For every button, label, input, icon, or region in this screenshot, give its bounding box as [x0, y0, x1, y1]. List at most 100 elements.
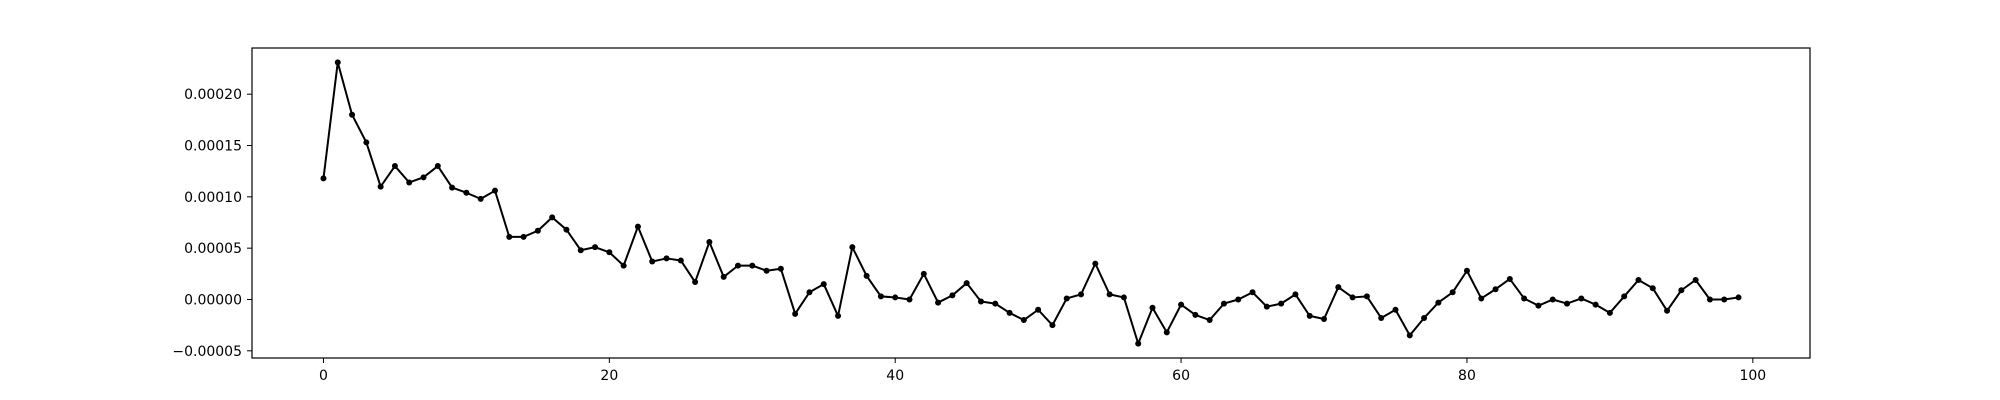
data-point [520, 233, 527, 240]
data-point [1078, 291, 1085, 298]
data-point [649, 258, 656, 265]
data-point [1492, 286, 1499, 293]
y-tick-label: −0.00005 [172, 344, 242, 360]
data-point [1035, 306, 1042, 313]
data-point [835, 312, 842, 319]
data-point [1706, 296, 1713, 303]
data-point [677, 257, 684, 264]
data-point [892, 294, 899, 301]
plot-area-frame [251, 47, 1811, 359]
data-point [449, 184, 456, 191]
data-point [792, 310, 799, 317]
x-tick-label: 0 [319, 368, 328, 384]
data-point [692, 279, 699, 286]
data-point [549, 214, 556, 221]
data-point [563, 226, 570, 233]
data-point [1235, 296, 1242, 303]
data-point [1735, 294, 1742, 301]
data-point [1206, 317, 1213, 324]
data-point [763, 267, 770, 274]
data-point [1321, 315, 1328, 322]
data-point [1449, 289, 1456, 296]
data-point [1349, 294, 1356, 301]
x-tick-label: 80 [1458, 368, 1476, 384]
data-point [906, 296, 913, 303]
data-point [1592, 301, 1599, 308]
y-tick-label: 0.00000 [184, 292, 242, 308]
data-point [506, 233, 513, 240]
data-point [1692, 276, 1699, 283]
data-point [806, 289, 813, 296]
x-tick-label: 20 [600, 368, 618, 384]
data-point [992, 300, 999, 307]
data-point [1049, 322, 1056, 329]
data-point [920, 270, 927, 277]
data-point [720, 273, 727, 280]
data-point [1649, 285, 1656, 292]
data-point [1092, 260, 1099, 267]
data-point [1435, 299, 1442, 306]
data-point [1220, 300, 1227, 307]
data-point [1521, 295, 1528, 302]
data-point [1406, 332, 1413, 339]
data-point [706, 239, 713, 246]
data-point [863, 272, 870, 279]
data-point [1463, 267, 1470, 274]
data-point [363, 139, 370, 146]
y-tick-label: 0.00020 [184, 87, 242, 103]
data-point [935, 299, 942, 306]
data-point [463, 189, 470, 196]
data-point [1392, 306, 1399, 313]
data-point [634, 223, 641, 230]
data-point [420, 174, 427, 181]
data-point [977, 298, 984, 305]
data-point [1106, 291, 1113, 298]
data-point [1564, 300, 1571, 307]
x-tick-label: 40 [886, 368, 904, 384]
data-point [349, 111, 356, 118]
data-point [1149, 304, 1156, 311]
data-point [1578, 295, 1585, 302]
data-point [1020, 317, 1027, 324]
data-point [1721, 296, 1728, 303]
series-line [322, 61, 1739, 345]
data-point [320, 175, 327, 182]
data-point [1278, 300, 1285, 307]
data-point [1135, 340, 1142, 347]
data-point [1335, 284, 1342, 291]
x-tick-label: 60 [1172, 368, 1190, 384]
data-point [1421, 314, 1428, 321]
data-point [1192, 311, 1199, 318]
data-point [534, 227, 541, 234]
data-point [1664, 307, 1671, 314]
data-point [1506, 275, 1513, 282]
data-point [963, 280, 970, 287]
data-point [491, 187, 498, 194]
data-point [1263, 303, 1270, 310]
data-point [849, 244, 856, 251]
data-point [391, 163, 398, 170]
series-group [320, 59, 1742, 347]
data-point [663, 255, 670, 262]
data-point [577, 247, 584, 254]
data-point [406, 179, 413, 186]
data-point [777, 265, 784, 272]
data-point [1378, 314, 1385, 321]
x-axis: 0 20 40 60 80 100 [319, 358, 1766, 384]
data-point [1163, 329, 1170, 336]
data-point [377, 183, 384, 190]
data-point [734, 262, 741, 269]
y-axis: −0.00005 0.00000 0.00005 0.00010 0.00015 0.00… [172, 87, 252, 360]
data-point [1063, 295, 1070, 302]
data-point [1006, 309, 1013, 316]
data-point [434, 163, 441, 170]
data-point [1549, 296, 1556, 303]
data-point [334, 59, 341, 66]
data-point [1606, 309, 1613, 316]
data-point [877, 293, 884, 300]
data-point [749, 262, 756, 269]
data-point [620, 262, 627, 269]
data-point [1535, 302, 1542, 309]
data-point [1306, 312, 1313, 319]
